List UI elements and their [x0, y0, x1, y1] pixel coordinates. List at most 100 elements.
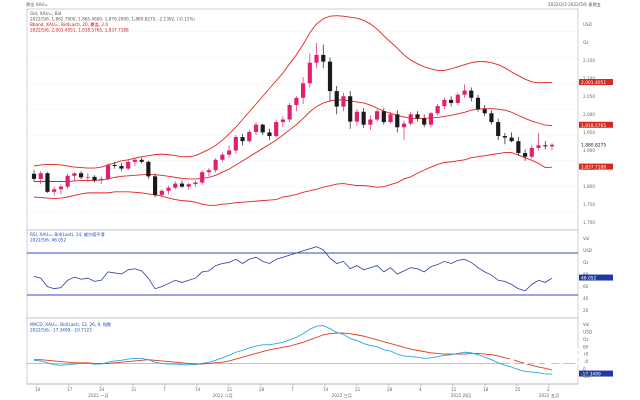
candle — [287, 102, 292, 123]
candle-body — [280, 119, 285, 123]
candle — [72, 172, 77, 181]
candle-body — [213, 159, 218, 171]
candle-body — [435, 106, 440, 114]
x-month-label: 2022 五月 — [539, 393, 559, 399]
candle — [280, 116, 285, 128]
candle — [179, 180, 185, 188]
candle-body — [274, 122, 279, 137]
candle — [31, 170, 37, 182]
rsi-panel — [26, 229, 579, 319]
x-tick-label: 31 — [131, 387, 137, 392]
candle — [301, 77, 306, 104]
candle — [529, 145, 534, 159]
y-axis-label: 2,050 — [583, 94, 595, 99]
candle — [166, 185, 171, 195]
candle — [247, 129, 252, 143]
macd-line — [33, 325, 553, 375]
candle — [361, 108, 366, 128]
candle-body — [549, 144, 555, 147]
candle-body — [361, 111, 366, 125]
candle-body — [233, 137, 238, 151]
candle-body — [112, 164, 117, 166]
y-axis-label: 60 — [583, 344, 589, 349]
candle-body — [502, 136, 507, 138]
rsi-legend: RSI, XAU=, Bid(Last), 14, 威尔德平滑 2022/5/6… — [30, 231, 105, 243]
bb-mid-tag: 1,918.5765 — [579, 121, 613, 129]
candle — [334, 85, 339, 115]
main-legend: Gld, XAU=, Bid 2022/5/6, 1,862.7900, 1,8… — [30, 11, 195, 33]
rsi-chart — [27, 246, 578, 296]
macd-legend-line1: MACD, XAU=, Bid(Last), 12, 26, 9, 指数 — [30, 321, 112, 328]
candle — [233, 135, 238, 154]
candle-body — [186, 184, 191, 187]
candle-body — [496, 122, 501, 137]
candle-body — [428, 113, 433, 125]
candle — [348, 91, 353, 129]
x-tick-label: 21 — [227, 387, 233, 392]
y-axis-label: 2,000 — [583, 112, 595, 117]
x-tick-label: 17 — [67, 387, 73, 392]
candle — [536, 132, 541, 151]
candle-body — [206, 170, 211, 173]
candle-body — [139, 159, 144, 162]
candle — [549, 143, 555, 151]
rsi-value-tag-text: 46.052 — [581, 276, 597, 282]
candle — [341, 92, 346, 112]
candle-body — [247, 131, 252, 142]
candle-body — [395, 114, 400, 128]
candle — [294, 96, 299, 112]
x-tick-label: 14 — [195, 387, 201, 392]
bollinger-mid-line — [34, 99, 553, 182]
x-tick-label: 14 — [323, 387, 329, 392]
candle — [509, 132, 514, 143]
candle — [274, 119, 279, 138]
y-axis-label: 2,150 — [583, 58, 595, 63]
chart-window-title: 黄金 XAU= — [26, 1, 49, 8]
candle — [435, 104, 440, 116]
candle — [139, 157, 144, 164]
candle — [99, 176, 104, 185]
chart-date-info: 2022/2/3 2022/5/6 星期五 — [548, 2, 601, 8]
macd-chart — [27, 325, 578, 375]
candle-body — [52, 189, 57, 192]
close-price-tag-bg — [579, 141, 613, 148]
candle-body — [375, 111, 380, 120]
candle — [253, 122, 259, 135]
candle-body — [240, 137, 245, 142]
x-month-label: 2022 三月 — [332, 393, 352, 399]
x-tick-label: 2 — [547, 387, 550, 392]
candle — [260, 123, 265, 135]
candle — [119, 162, 124, 172]
candle-body — [105, 164, 111, 179]
candle — [200, 170, 205, 185]
main-legend-line1: Gld, XAU=, Bid — [30, 11, 62, 16]
candle-body — [307, 62, 312, 84]
candle — [146, 160, 151, 179]
x-month-label: 2022 四月 — [451, 393, 471, 399]
candle — [449, 96, 454, 107]
candle-body — [489, 113, 494, 123]
candle — [227, 145, 232, 158]
x-tick-label: 7 — [291, 387, 294, 392]
candle — [105, 163, 111, 181]
candle — [523, 149, 528, 161]
y-axis-label: Oz — [583, 40, 589, 45]
y-axis-label: 1,900 — [583, 148, 595, 153]
candle-body — [408, 114, 413, 124]
bb-upper-tag-text: 2,001.4051 — [581, 80, 606, 86]
candle-body — [260, 124, 265, 133]
candle-body — [354, 111, 359, 122]
candle-body — [200, 172, 205, 183]
x-tick-label: 25 — [515, 387, 521, 392]
candle — [516, 137, 521, 156]
candle — [314, 43, 319, 68]
x-tick-label: 24 — [99, 387, 105, 392]
candle — [395, 110, 400, 133]
close-price-tag-text: 1,880.8275 — [581, 142, 606, 148]
y-axis-label: Oz — [583, 337, 589, 342]
candle-body — [38, 173, 43, 179]
candle — [442, 97, 447, 110]
y-axis-label: USD — [583, 329, 592, 334]
candle-body — [321, 54, 326, 62]
